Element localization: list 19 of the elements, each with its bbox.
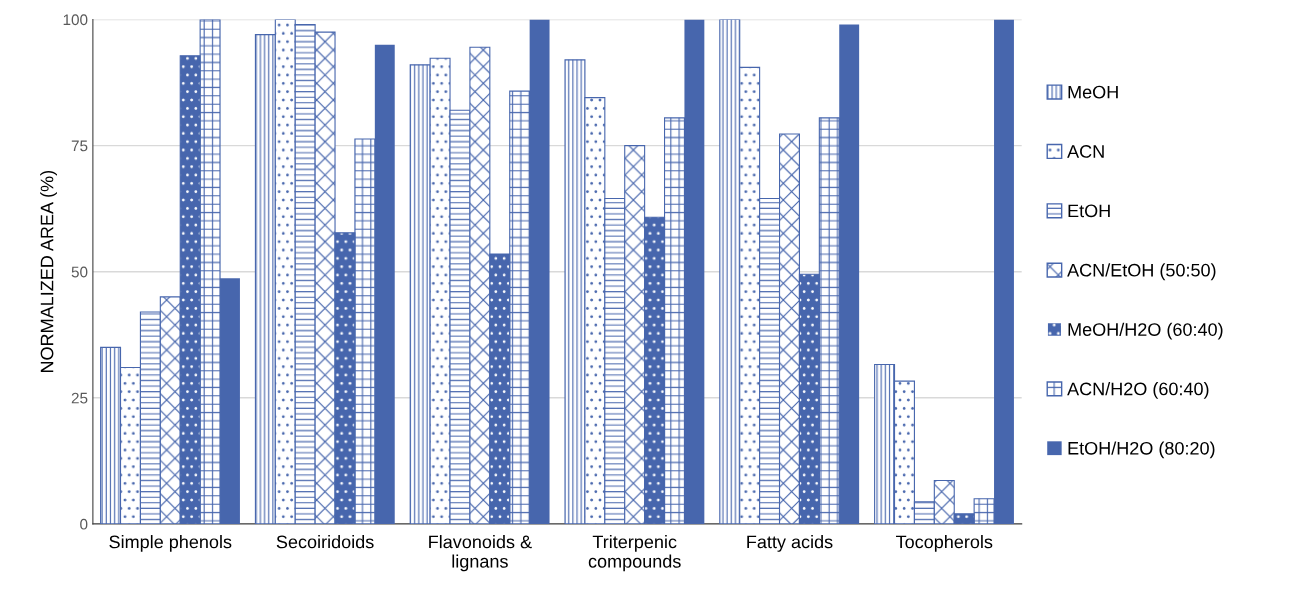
y-tick-label: 75 — [71, 140, 88, 152]
legend-label: ACN/H2O (60:40) — [1067, 382, 1209, 399]
legend-label: EtOH/H2O (80:20) — [1068, 441, 1215, 459]
legend-label: MeOH — [1068, 85, 1118, 99]
x-tick-label: Flavonoids & lignans — [429, 535, 532, 572]
x-tick-label: Simple phenols — [109, 535, 232, 552]
legend-label: ACN/EtOH (50:50) — [1067, 263, 1216, 281]
x-tick-label: Fatty acids — [747, 535, 833, 552]
legend-label: ACN — [1067, 145, 1104, 158]
x-tick-label: Secoiridoids — [276, 535, 374, 549]
y-tick-label: 25 — [71, 392, 88, 404]
x-tick-label: Tocopherols — [896, 535, 993, 552]
y-tick-label: 100 — [63, 14, 88, 26]
legend-label: MeOH/H2O (60:40) — [1068, 322, 1223, 340]
y-tick-label: 50 — [71, 266, 88, 278]
legend-label: EtOH — [1068, 204, 1110, 218]
y-axis-title: NORMALIZED AREA (%) — [40, 170, 57, 373]
y-tick-label: 0 — [80, 518, 88, 530]
x-tick-label: Triterpenic compounds — [588, 535, 681, 572]
